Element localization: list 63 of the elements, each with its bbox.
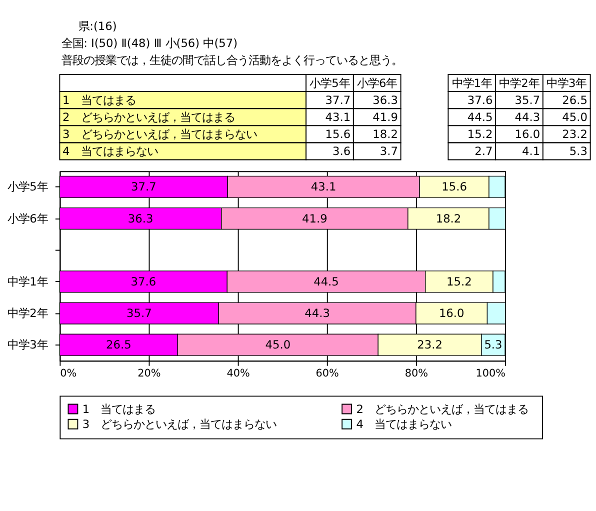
y-tick-label: 2 どちらかといえば，当てはまる xyxy=(62,110,235,124)
data-label: 43.1 xyxy=(310,180,336,194)
legend-label: 4 当てはまらない xyxy=(356,416,452,431)
data-label: 18.2 xyxy=(436,211,462,226)
x-tick-label: 中学1年 xyxy=(452,76,492,90)
x-tick-label: 中学3年 xyxy=(546,76,587,90)
y-tick-label: 小学5年 xyxy=(8,180,48,194)
x-tick-label: 60% xyxy=(316,367,340,380)
data-label: 3.6 xyxy=(332,144,351,158)
y-tick-label: 4 当てはまらない xyxy=(62,144,158,158)
data-label: 15.6 xyxy=(442,180,467,194)
text: 全国: Ⅰ(50) Ⅱ(48) Ⅲ 小(56) 中(57) xyxy=(62,36,238,50)
data-label: 45.0 xyxy=(562,110,588,124)
x-tick-label: 中学2年 xyxy=(499,76,540,90)
data-label: 15.2 xyxy=(467,126,493,141)
data-label: 16.0 xyxy=(438,306,464,320)
y-tick-label: 中学3年 xyxy=(8,338,48,352)
data-label: 5.3 xyxy=(484,338,502,352)
chart-title: 普段の授業では，生徒の間で話し合う活動をよく行っていると思う。 xyxy=(62,53,403,68)
data-label: 16.0 xyxy=(514,126,540,141)
data-label: 15.2 xyxy=(446,274,472,288)
data-label: 36.3 xyxy=(372,92,398,107)
legend-label: 3 どちらかといえば，当てはまらない xyxy=(82,416,277,431)
y-tick-label: 3 どちらかといえば，当てはまらない xyxy=(62,126,257,141)
data-label: 43.1 xyxy=(325,110,351,124)
data-label: 37.7 xyxy=(325,92,351,107)
y-tick-label: 中学1年 xyxy=(8,274,48,288)
data-label: 23.2 xyxy=(417,338,442,352)
data-label: 3.7 xyxy=(380,144,398,158)
y-tick-label: 1 当てはまる xyxy=(62,92,136,107)
data-label: 35.7 xyxy=(126,306,152,320)
x-tick-label: 40% xyxy=(226,367,250,380)
data-label: 44.5 xyxy=(467,110,493,124)
data-label: 35.7 xyxy=(514,92,540,107)
x-tick-label: 小学5年 xyxy=(310,76,350,90)
data-label: 36.3 xyxy=(128,211,154,226)
data-label: 44.5 xyxy=(314,274,339,288)
data-label: 44.3 xyxy=(304,306,330,320)
legend-label: 2 どちらかといえば，当てはまる xyxy=(356,402,529,416)
x-tick-label: 20% xyxy=(138,367,161,380)
y-tick-label: 中学2年 xyxy=(8,306,48,320)
x-tick-label: 小学6年 xyxy=(357,76,398,90)
data-label: 26.5 xyxy=(106,338,132,352)
text: 県:(16) xyxy=(78,18,117,33)
x-tick-label: 0% xyxy=(60,367,77,380)
x-tick-label: 100% xyxy=(476,367,506,380)
data-label: 37.6 xyxy=(130,274,156,288)
legend-label: 1 当てはまる xyxy=(82,402,156,416)
data-label: 41.9 xyxy=(372,110,398,124)
data-label: 41.9 xyxy=(302,211,328,226)
y-tick-label: 小学6年 xyxy=(8,211,48,226)
data-label: 37.7 xyxy=(130,180,156,194)
data-label: 23.2 xyxy=(562,126,588,141)
data-label: 45.0 xyxy=(265,338,291,352)
data-label: 4.1 xyxy=(522,144,540,158)
data-label: 44.3 xyxy=(514,110,540,124)
x-tick-label: 80% xyxy=(404,367,428,380)
data-label: 5.3 xyxy=(569,144,588,158)
data-label: 26.5 xyxy=(562,92,588,107)
data-label: 15.6 xyxy=(325,126,351,141)
data-label: 18.2 xyxy=(372,126,398,141)
data-label: 37.6 xyxy=(467,92,493,107)
data-label: 2.7 xyxy=(474,144,493,158)
